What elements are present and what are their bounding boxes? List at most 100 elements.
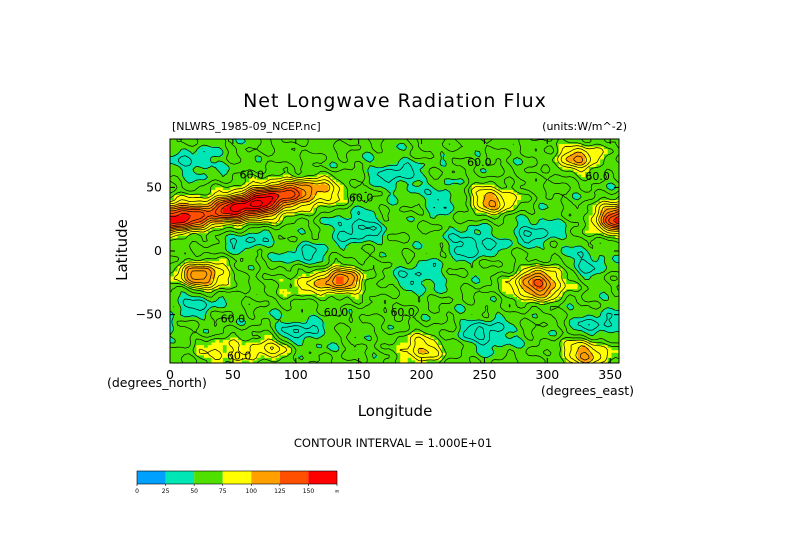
heatmap-cell bbox=[328, 139, 333, 143]
heatmap-cell bbox=[369, 139, 375, 143]
heatmap-cell bbox=[524, 149, 530, 153]
heatmap-cell bbox=[211, 164, 216, 168]
heatmap-cell bbox=[388, 179, 394, 183]
heatmap-cell bbox=[366, 161, 371, 166]
heatmap-cell bbox=[309, 174, 314, 178]
heatmap-cell bbox=[464, 156, 469, 160]
heatmap-cell bbox=[505, 167, 511, 171]
heatmap-cell bbox=[302, 144, 307, 148]
heatmap-cell bbox=[339, 141, 345, 145]
heatmap-cell bbox=[517, 179, 522, 183]
heatmap-cell bbox=[173, 146, 179, 150]
heatmap-cell bbox=[192, 154, 198, 158]
heatmap-cell bbox=[234, 167, 239, 171]
heatmap-cell bbox=[253, 146, 258, 150]
heatmap-cell bbox=[403, 154, 409, 158]
heatmap-cell bbox=[230, 149, 235, 153]
heatmap-cell bbox=[170, 139, 175, 143]
heatmap-cell bbox=[203, 156, 209, 160]
heatmap-cell bbox=[290, 177, 296, 181]
heatmap-cell bbox=[339, 149, 345, 153]
heatmap-cell bbox=[603, 172, 609, 176]
heatmap-cell bbox=[588, 167, 594, 171]
heatmap-cell bbox=[400, 164, 405, 168]
heatmap-cell bbox=[200, 174, 205, 178]
heatmap-cell bbox=[196, 167, 201, 171]
heatmap-cell bbox=[539, 139, 545, 143]
heatmap-cell bbox=[509, 159, 514, 163]
heatmap-cell bbox=[403, 177, 409, 181]
heatmap-cell bbox=[494, 151, 499, 155]
heatmap-cell bbox=[494, 177, 499, 181]
heatmap-cell bbox=[445, 159, 450, 163]
heatmap-cell bbox=[494, 172, 499, 176]
heatmap-cell bbox=[596, 174, 601, 178]
heatmap-cell bbox=[479, 139, 484, 143]
heatmap-cell bbox=[343, 169, 348, 173]
heatmap-cell bbox=[200, 151, 205, 155]
heatmap-cell bbox=[181, 187, 186, 191]
heatmap-cell bbox=[332, 187, 337, 191]
heatmap-cell bbox=[532, 151, 537, 155]
heatmap-cell bbox=[313, 146, 318, 150]
heatmap-cell bbox=[320, 146, 326, 150]
heatmap-cell bbox=[351, 169, 356, 173]
heatmap-cell bbox=[369, 156, 375, 160]
heatmap-cell bbox=[615, 167, 619, 171]
heatmap-cell bbox=[592, 144, 597, 148]
heatmap-cell bbox=[520, 151, 526, 155]
heatmap-cell bbox=[211, 169, 216, 173]
heatmap-cell bbox=[268, 151, 273, 155]
heatmap-cell bbox=[320, 149, 326, 153]
heatmap-cell bbox=[369, 182, 375, 186]
heatmap-cell bbox=[607, 177, 613, 181]
heatmap-cell bbox=[219, 144, 224, 148]
heatmap-cell bbox=[237, 159, 243, 163]
heatmap-cell bbox=[253, 164, 258, 168]
heatmap-cell bbox=[585, 161, 590, 166]
heatmap-cell bbox=[456, 192, 462, 196]
heatmap-cell bbox=[253, 174, 258, 178]
heatmap-cell bbox=[317, 184, 322, 188]
heatmap-cell bbox=[547, 161, 552, 166]
heatmap-cell bbox=[279, 182, 284, 186]
heatmap-cell bbox=[347, 192, 352, 196]
heatmap-cell bbox=[286, 139, 292, 143]
heatmap-cell bbox=[256, 151, 262, 155]
heatmap-cell bbox=[309, 179, 314, 183]
heatmap-cell bbox=[245, 164, 250, 168]
heatmap-cell bbox=[298, 164, 303, 168]
heatmap-cell bbox=[237, 177, 243, 181]
heatmap-cell bbox=[441, 144, 447, 148]
heatmap-cell bbox=[173, 154, 179, 158]
heatmap-cell bbox=[336, 146, 341, 150]
heatmap-cell bbox=[554, 179, 560, 183]
heatmap-cell bbox=[577, 151, 582, 155]
heatmap-cell bbox=[219, 154, 224, 158]
heatmap-cell bbox=[543, 172, 548, 176]
heatmap-cell bbox=[302, 154, 307, 158]
heatmap-cell bbox=[354, 139, 360, 143]
heatmap-cell bbox=[181, 144, 186, 148]
heatmap-cell bbox=[600, 179, 605, 183]
heatmap-cell bbox=[177, 192, 182, 196]
heatmap-cell bbox=[305, 154, 311, 158]
heatmap-cell bbox=[181, 139, 186, 143]
heatmap-cell bbox=[520, 149, 526, 153]
heatmap-cell bbox=[566, 149, 571, 153]
heatmap-cell bbox=[422, 144, 428, 148]
heatmap-cell bbox=[200, 169, 205, 173]
heatmap-cell bbox=[479, 141, 484, 145]
heatmap-cell bbox=[400, 167, 405, 171]
heatmap-cell bbox=[400, 151, 405, 155]
heatmap-cell bbox=[577, 154, 582, 158]
heatmap-cell bbox=[196, 159, 201, 163]
heatmap-cell bbox=[222, 172, 228, 176]
heatmap-cell bbox=[535, 144, 541, 148]
heatmap-cell bbox=[294, 146, 299, 150]
heatmap-cell bbox=[271, 141, 277, 145]
heatmap-cell bbox=[283, 144, 288, 148]
heatmap-cell bbox=[196, 161, 201, 166]
heatmap-cell bbox=[456, 187, 462, 191]
heatmap-cell bbox=[203, 189, 209, 194]
